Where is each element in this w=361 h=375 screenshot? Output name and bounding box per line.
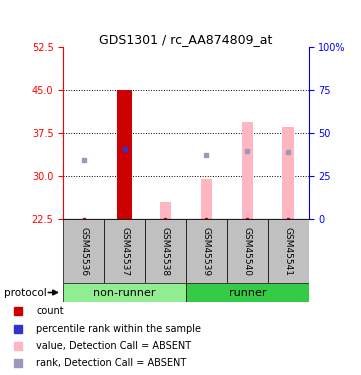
Text: rank, Detection Call = ABSENT: rank, Detection Call = ABSENT — [36, 358, 186, 368]
Text: GSM45536: GSM45536 — [79, 226, 88, 276]
Bar — [63, 283, 186, 302]
Text: percentile rank within the sample: percentile rank within the sample — [36, 324, 201, 333]
Text: GSM45539: GSM45539 — [202, 226, 211, 276]
Title: GDS1301 / rc_AA874809_at: GDS1301 / rc_AA874809_at — [99, 33, 273, 46]
Text: count: count — [36, 306, 64, 316]
Bar — [63, 219, 104, 283]
Text: non-runner: non-runner — [93, 288, 156, 297]
Text: GSM45540: GSM45540 — [243, 227, 252, 276]
Text: GSM45541: GSM45541 — [284, 227, 293, 276]
Bar — [282, 128, 294, 219]
Bar — [201, 179, 212, 219]
Bar — [104, 219, 145, 283]
Text: runner: runner — [229, 288, 266, 297]
Bar — [242, 122, 253, 219]
Bar — [117, 90, 132, 219]
Text: protocol: protocol — [4, 288, 46, 297]
Bar — [186, 219, 227, 283]
Text: GSM45537: GSM45537 — [120, 226, 129, 276]
Bar — [145, 219, 186, 283]
Bar — [268, 219, 309, 283]
Text: value, Detection Call = ABSENT: value, Detection Call = ABSENT — [36, 341, 191, 351]
Bar — [227, 219, 268, 283]
Bar — [160, 202, 171, 219]
Text: GSM45538: GSM45538 — [161, 226, 170, 276]
Bar — [186, 283, 309, 302]
